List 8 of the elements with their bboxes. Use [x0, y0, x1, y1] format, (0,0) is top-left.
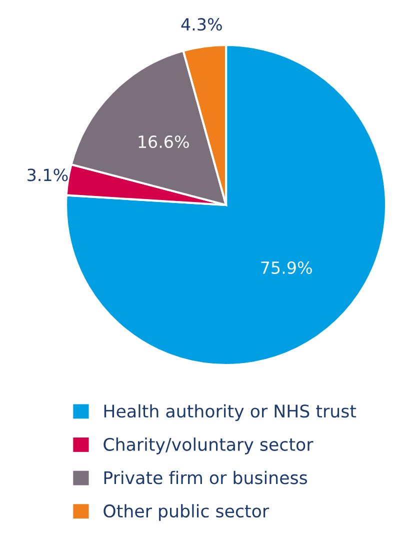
- legend-label: Charity/voluntary sector: [104, 438, 314, 454]
- legend-label: Other public sector: [104, 504, 270, 521]
- data-label: 4.3%: [181, 18, 222, 31]
- data-label: 75.9%: [261, 261, 312, 274]
- data-label: 16.6%: [138, 135, 189, 148]
- legend-label: Private firm or business: [104, 470, 308, 484]
- data-label: 3.1%: [28, 168, 68, 182]
- legend-label: Health authority or NHS trust: [104, 404, 356, 422]
